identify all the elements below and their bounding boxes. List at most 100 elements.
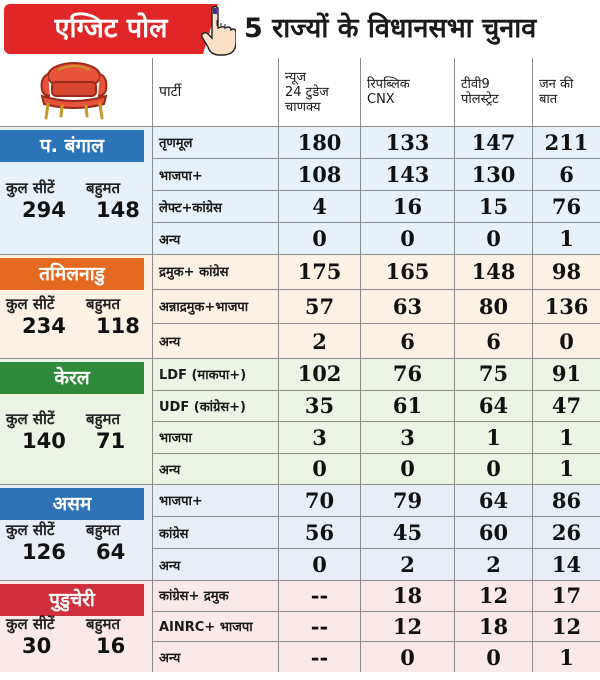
seat-projection-cell: 15 (454, 191, 532, 222)
seat-projection-cell: 180 (278, 126, 360, 158)
state-name: असम (0, 488, 144, 520)
seat-projection-cell: -- (278, 642, 360, 672)
banner-title: 5 राज्यों के विधानसभा चुनाव (244, 13, 537, 44)
seat-projection-cell: 0 (454, 453, 532, 484)
seat-projection-cell: 6 (360, 324, 454, 358)
majority-label: बहुमत (86, 295, 121, 313)
seat-projection-cell: 0 (454, 223, 532, 254)
seat-projection-cell: 98 (532, 254, 600, 289)
pollster-4-line-1: जन की (539, 77, 574, 92)
party-name-cell: भाजपा+ (152, 484, 278, 516)
seat-projection-cell: 0 (532, 324, 600, 358)
seat-projection-cell: 2 (454, 549, 532, 580)
section-divider (0, 358, 600, 359)
table-row: अन्य 0 2 2 14 (152, 548, 600, 580)
state-section-puducherry: पुडुचेरी कुल सीटें बहुमत 30 16 कांग्रेस+ द्रम… (0, 580, 600, 672)
column-head-pollster-3: टीवी9 पोलस्ट्रेट (454, 58, 532, 126)
seat-projection-cell: 26 (532, 517, 600, 548)
throne-chair-icon (40, 62, 108, 120)
seat-projection-cell: 47 (532, 390, 600, 421)
party-name-cell: AINRC+ भाजपा (152, 611, 278, 642)
seat-projection-cell: 60 (454, 517, 532, 548)
state-section-west-bengal: प. बंगाल कुल सीटें बहुमत 294 148 तृणमूल 180 133… (0, 126, 600, 254)
seat-projection-cell: 91 (532, 358, 600, 390)
seat-summary: कुल सीटें बहुमत 126 64 (0, 520, 152, 566)
pollster-2-line-1: रिपब्लिक (367, 77, 410, 92)
total-seats-label: कुल सीटें (6, 521, 55, 539)
seat-projection-cell: 143 (360, 159, 454, 190)
voting-finger-icon (201, 5, 236, 56)
state-section-tamil-nadu: तमिलनाडु कुल सीटें बहुमत 234 118 द्रमुक+ कांग… (0, 254, 600, 358)
seat-projection-cell: 35 (278, 390, 360, 421)
seat-projection-cell: 130 (454, 159, 532, 190)
table-row: भाजपा+ 70 79 64 86 (152, 484, 600, 516)
total-seats-value: 294 (22, 198, 66, 222)
seat-projection-cell: 1 (532, 453, 600, 484)
seat-projection-cell: 108 (278, 159, 360, 190)
seat-projection-cell: 3 (360, 422, 454, 453)
column-head-party-label: पार्टी (159, 83, 182, 100)
seat-projection-cell: 211 (532, 126, 600, 158)
table-row: अन्य -- 0 0 1 (152, 641, 600, 672)
majority-value: 148 (96, 198, 140, 222)
party-name-cell: कांग्रेस+ द्रमुक (152, 580, 278, 611)
section-divider (0, 254, 600, 255)
seat-projection-cell: 1 (532, 642, 600, 672)
seat-projection-cell: 1 (454, 422, 532, 453)
seat-projection-cell: 0 (360, 642, 454, 672)
majority-label: बहुमत (86, 615, 121, 633)
pollster-3-line-2: पोलस्ट्रेट (461, 92, 499, 107)
majority-value: 71 (96, 429, 126, 453)
party-name-cell: द्रमुक+ कांग्रेस (152, 254, 278, 289)
majority-value: 16 (96, 634, 126, 658)
seat-summary: कुल सीटें बहुमत 140 71 (0, 409, 152, 455)
seat-projection-cell: 17 (532, 580, 600, 611)
section-divider (0, 580, 600, 581)
majority-label: बहुमत (86, 410, 121, 428)
seat-projection-cell: 76 (360, 358, 454, 390)
seat-projection-cell: 2 (278, 324, 360, 358)
pollster-3-line-1: टीवी9 (461, 77, 490, 92)
seat-projection-cell: 0 (454, 642, 532, 672)
total-seats-label: कुल सीटें (6, 615, 55, 633)
seat-projection-cell: 45 (360, 517, 454, 548)
pollster-4-line-2: बात (539, 92, 558, 107)
state-name: पुडुचेरी (0, 584, 144, 616)
seat-projection-cell: 79 (360, 484, 454, 516)
state-section-kerala: केरल कुल सीटें बहुमत 140 71 LDF (माकपा+) 102 76… (0, 358, 600, 484)
seat-projection-cell: 80 (454, 289, 532, 324)
party-name-cell: कांग्रेस (152, 517, 278, 548)
seat-projection-cell: 136 (532, 289, 600, 324)
majority-label: बहुमत (86, 521, 121, 539)
seat-projection-cell: 6 (454, 324, 532, 358)
total-seats-value: 126 (22, 540, 66, 564)
party-name-cell: तृणमूल (152, 126, 278, 158)
state-name: तमिलनाडु (0, 258, 144, 290)
seat-projection-cell: 64 (454, 484, 532, 516)
seat-projection-cell: 75 (454, 358, 532, 390)
party-name-cell: UDF (कांग्रेस+) (152, 390, 278, 421)
banner-tag: एग्जिट पोल (4, 4, 218, 54)
table-row: AINRC+ भाजपा -- 12 18 12 (152, 610, 600, 642)
party-name-cell: LDF (माकपा+) (152, 358, 278, 390)
table-row: लेफ्ट+कांग्रेस 4 16 15 76 (152, 190, 600, 222)
table-row: भाजपा+ 108 143 130 6 (152, 158, 600, 190)
state-name: केरल (0, 362, 144, 394)
party-name-cell: लेफ्ट+कांग्रेस (152, 191, 278, 222)
seat-projection-cell: 102 (278, 358, 360, 390)
party-name-cell: भाजपा (152, 422, 278, 453)
total-seats-value: 30 (22, 634, 52, 658)
table-row: तृणमूल 180 133 147 211 (152, 126, 600, 158)
seat-summary: कुल सीटें बहुमत 294 148 (0, 178, 152, 224)
pollster-2-line-2: CNX (367, 92, 395, 107)
seat-projection-cell: 12 (454, 580, 532, 611)
seat-projection-cell: 147 (454, 126, 532, 158)
seat-projection-cell: 12 (360, 611, 454, 642)
seat-projection-cell: 148 (454, 254, 532, 289)
state-section-assam: असम कुल सीटें बहुमत 126 64 भाजपा+ 70 79 64 86 कांग… (0, 484, 600, 580)
total-seats-value: 140 (22, 429, 66, 453)
table-row: LDF (माकपा+) 102 76 75 91 (152, 358, 600, 390)
seat-summary: कुल सीटें बहुमत 30 16 (0, 614, 152, 660)
column-head-pollster-2: रिपब्लिक CNX (360, 58, 454, 126)
seat-projection-cell: 0 (360, 223, 454, 254)
